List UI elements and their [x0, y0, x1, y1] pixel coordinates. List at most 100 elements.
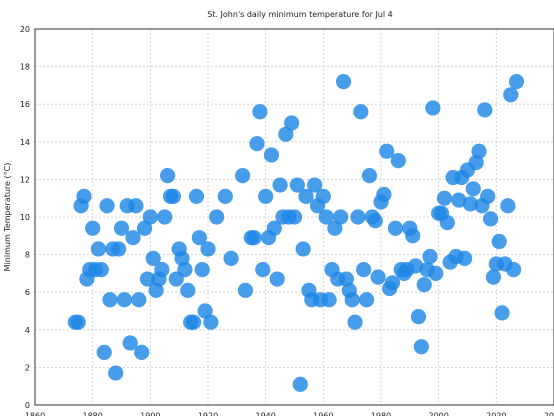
plot-frame: [34, 28, 554, 406]
data-point: [451, 192, 467, 208]
data-point: [506, 262, 522, 278]
data-point: [200, 241, 216, 257]
data-point: [76, 188, 92, 204]
data-point: [203, 314, 219, 330]
y-tick-label: 4: [25, 326, 30, 335]
data-point: [278, 126, 294, 142]
y-tick-labels: 0 2 4 6 8 10 12 14 16 18 20: [20, 25, 30, 410]
data-point: [70, 314, 86, 330]
y-tick-label: 0: [25, 401, 30, 410]
y-tick-label: 20: [20, 25, 30, 34]
x-tick-label: 1860: [25, 412, 45, 416]
data-point: [131, 292, 147, 308]
chart-title: St. John's daily minimum temperature for…: [207, 10, 392, 19]
data-point: [289, 177, 305, 193]
x-tick-label: 1900: [140, 412, 160, 416]
data-point: [272, 177, 288, 193]
y-tick-label: 6: [25, 288, 30, 297]
data-point: [376, 186, 392, 203]
data-point: [500, 198, 516, 214]
data-point: [111, 241, 127, 257]
data-point: [344, 292, 360, 308]
data-point: [508, 74, 525, 90]
y-tick-label: 8: [25, 251, 30, 260]
data-point: [390, 153, 406, 169]
x-tick-label: 1940: [255, 412, 275, 416]
data-point: [315, 188, 331, 204]
data-point: [263, 147, 280, 163]
data-point: [367, 213, 383, 229]
x-tick-label: 1920: [198, 412, 218, 416]
x-tick-label: 2040: [544, 412, 554, 416]
data-point: [160, 168, 176, 184]
data-point: [295, 241, 311, 257]
data-point: [480, 188, 496, 204]
data-point: [258, 188, 274, 204]
x-tick-label: 2000: [428, 412, 448, 416]
data-point: [494, 305, 510, 321]
data-point: [321, 292, 337, 308]
data-point: [99, 198, 115, 214]
data-point: [307, 177, 323, 193]
data-point: [422, 248, 438, 265]
data-point: [485, 269, 502, 285]
data-point: [350, 209, 366, 225]
data-point: [125, 230, 141, 246]
data-point: [191, 230, 207, 246]
data-point: [462, 196, 478, 212]
data-point: [266, 220, 282, 236]
data-point: [408, 258, 424, 274]
data-point: [154, 262, 170, 278]
y-tick-label: 18: [20, 63, 30, 72]
y-tick-label: 2: [25, 363, 30, 372]
data-point: [85, 220, 101, 236]
data-point: [157, 209, 173, 225]
data-point: [353, 104, 369, 120]
data-point: [122, 335, 138, 351]
data-point: [96, 344, 112, 360]
data-point: [90, 241, 107, 257]
data-point: [457, 250, 473, 266]
data-point: [327, 220, 343, 236]
y-tick-label: 12: [20, 175, 30, 184]
data-point: [217, 188, 233, 204]
data-point: [237, 282, 254, 298]
data-point: [284, 115, 300, 131]
data-point: [347, 314, 363, 330]
data-point: [252, 104, 268, 120]
x-tick-label: 2020: [486, 412, 506, 416]
data-point: [471, 143, 487, 159]
data-point: [356, 262, 372, 278]
data-point: [428, 265, 444, 281]
data-point: [482, 211, 499, 227]
data-point: [180, 282, 196, 298]
data-point: [136, 220, 153, 236]
data-point: [185, 314, 202, 330]
data-point: [333, 209, 349, 225]
y-axis-label: Minimum Temperature (°C): [3, 163, 12, 272]
data-point: [358, 292, 375, 308]
x-tick-label: 1980: [371, 412, 391, 416]
data-point: [223, 250, 239, 266]
data-point: [116, 292, 132, 308]
data-point: [108, 365, 124, 381]
data-point: [194, 262, 210, 278]
data-point: [235, 168, 251, 184]
x-tick-label: 1880: [82, 412, 102, 416]
data-point: [361, 168, 378, 184]
data-point: [165, 188, 181, 204]
data-point: [246, 230, 262, 246]
y-tick-label: 16: [20, 100, 30, 109]
data-point: [477, 102, 493, 118]
x-tick-label: 1960: [313, 412, 333, 416]
x-tick-labels: 1860 1880 1900 1920 1940 1960 1980 2000 2020 2040: [25, 412, 554, 416]
data-point: [197, 303, 213, 319]
data-point: [405, 228, 421, 244]
data-point: [379, 143, 395, 159]
data-point: [286, 209, 303, 225]
data-point: [142, 209, 158, 225]
data-point: [102, 292, 118, 308]
data-point: [177, 262, 193, 278]
data-point: [134, 344, 150, 360]
data-points: [67, 74, 525, 392]
